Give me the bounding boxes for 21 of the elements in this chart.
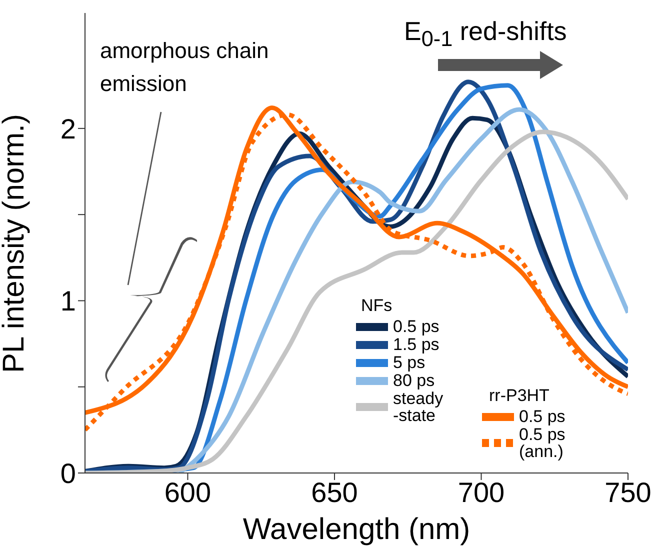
legend-label: 0.5 ps: [519, 407, 566, 426]
legend-label: 80 ps: [393, 371, 435, 390]
annotation: amorphous chain emission: [100, 38, 269, 96]
annotation: rr-P3HT: [489, 386, 550, 405]
x-tick-label: 650: [311, 476, 358, 508]
annotation: NFs: [361, 296, 392, 315]
x-tick-label: 750: [604, 476, 652, 508]
y-tick-label: 2: [60, 113, 76, 144]
annotation: E$_{0-1}$ red-shifts: [404, 16, 567, 52]
legend-label: 5 ps: [393, 353, 426, 372]
x-axis-title: Wavelength (nm): [242, 513, 470, 546]
x-tick-label: 600: [164, 476, 212, 508]
legend-label: 0.5 ps: [393, 317, 440, 336]
legend-label: 1.5 ps: [393, 335, 440, 354]
x-tick-label: 700: [458, 476, 505, 508]
y-tick-label: 0: [60, 458, 76, 489]
legend-label: steady -state: [393, 389, 444, 425]
y-axis-title: PL intensity (norm.): [0, 114, 31, 373]
legend-label: 0.5 ps (ann.): [519, 425, 566, 461]
y-tick-label: 1: [60, 286, 76, 317]
line-series: [176, 107, 628, 473]
